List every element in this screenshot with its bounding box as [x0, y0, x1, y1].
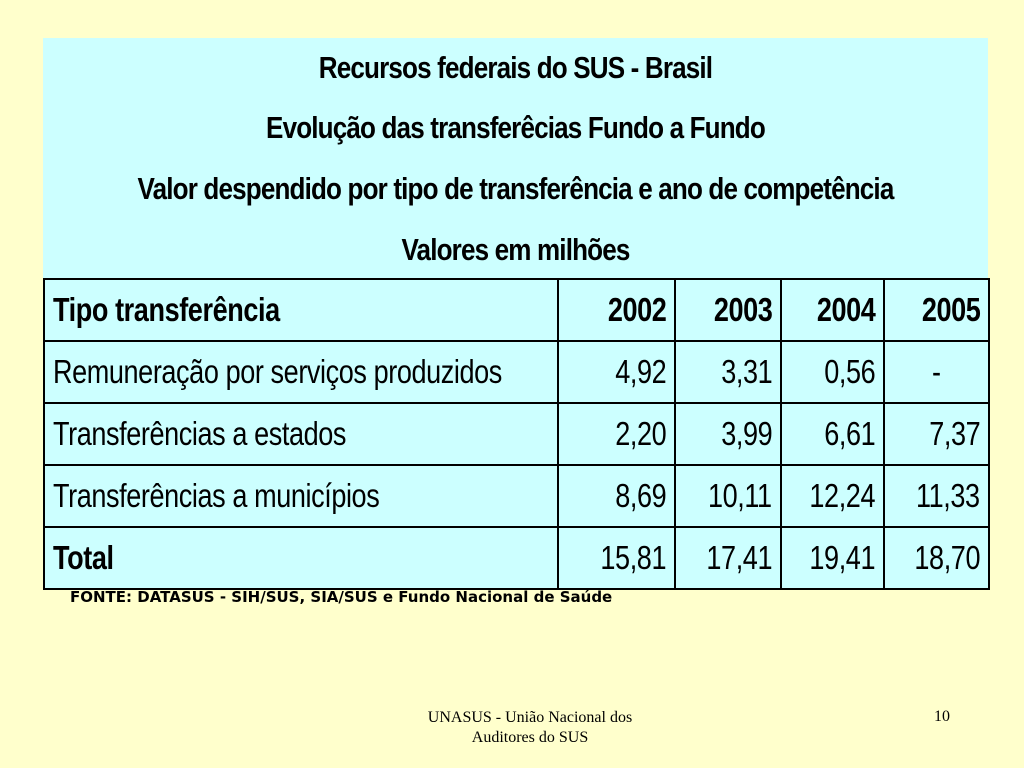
- value: 10,11: [708, 477, 772, 514]
- total-value-cell: 18,70: [883, 526, 990, 590]
- value-cell: -: [883, 340, 990, 404]
- value: 3,99: [720, 415, 772, 452]
- title-line-3: Valor despendido por tipo de transferênc…: [137, 171, 895, 206]
- value: 0,56: [823, 353, 875, 390]
- header-year: 2003: [713, 291, 772, 328]
- header-year-cell: 2005: [883, 278, 990, 342]
- total-value-cell: 15,81: [557, 526, 676, 590]
- header-year: 2005: [921, 291, 980, 328]
- total-value-cell: 19,41: [780, 526, 885, 590]
- value-cell: 11,33: [883, 464, 990, 528]
- row-label-cell: Transferências a estados: [43, 402, 559, 466]
- table-row: Transferências a municípios 8,69 10,11 1…: [43, 464, 990, 528]
- row-label-cell: Transferências a municípios: [43, 464, 559, 528]
- row-label: Remuneração por serviços produzidos: [53, 353, 502, 390]
- value-cell: 4,92: [557, 340, 676, 404]
- total-value: 17,41: [706, 539, 772, 576]
- row-label: Transferências a municípios: [53, 477, 380, 514]
- header-year: 2004: [816, 291, 875, 328]
- value-cell: 3,31: [674, 340, 782, 404]
- value-cell: 8,69: [557, 464, 676, 528]
- table-total-row: Total 15,81 17,41 19,41 18,70: [43, 526, 990, 590]
- value-cell: 12,24: [780, 464, 885, 528]
- value-cell: 10,11: [674, 464, 782, 528]
- source-note: FONTE: DATASUS - SIH/SUS, SIA/SUS e Fund…: [70, 588, 613, 606]
- total-value: 18,70: [914, 539, 980, 576]
- footer-organization: UNASUS - União Nacional dos Auditores do…: [380, 708, 680, 748]
- footer-line-2: Auditores do SUS: [471, 729, 589, 746]
- value-cell: 7,37: [883, 402, 990, 466]
- total-value: 19,41: [809, 539, 875, 576]
- table-row: Transferências a estados 2,20 3,99 6,61 …: [43, 402, 990, 466]
- value: 4,92: [614, 353, 666, 390]
- header-label-cell: Tipo transferência: [43, 278, 559, 342]
- value: 11,33: [916, 477, 980, 514]
- value: 8,69: [614, 477, 666, 514]
- value: 12,24: [809, 477, 875, 514]
- header-year-cell: 2004: [780, 278, 885, 342]
- value-cell: 2,20: [557, 402, 676, 466]
- footer-line-1: UNASUS - União Nacional dos: [427, 709, 633, 726]
- total-label-cell: Total: [43, 526, 559, 590]
- value: 7,37: [928, 415, 980, 452]
- transfer-table: Tipo transferência 2002 2003 2004 2005 R…: [43, 278, 990, 590]
- value-cell: 0,56: [780, 340, 885, 404]
- title-line-2: Evolução das transferêcias Fundo a Fundo: [266, 110, 766, 145]
- header-year-cell: 2002: [557, 278, 676, 342]
- value: -: [932, 353, 941, 390]
- header-year: 2002: [607, 291, 666, 328]
- table-header-row: Tipo transferência 2002 2003 2004 2005: [43, 278, 990, 342]
- total-value: 15,81: [600, 539, 666, 576]
- row-label-cell: Remuneração por serviços produzidos: [43, 340, 559, 404]
- value: 6,61: [823, 415, 875, 452]
- row-label: Transferências a estados: [53, 415, 346, 452]
- total-label: Total: [53, 539, 114, 576]
- value: 2,20: [614, 415, 666, 452]
- value-cell: 6,61: [780, 402, 885, 466]
- slide-title: Recursos federais do SUS - Brasil Evoluç…: [43, 38, 988, 278]
- title-line-1: Recursos federais do SUS - Brasil: [318, 50, 713, 85]
- value: 3,31: [720, 353, 772, 390]
- value-cell: 3,99: [674, 402, 782, 466]
- table-row: Remuneração por serviços produzidos 4,92…: [43, 340, 990, 404]
- total-value-cell: 17,41: [674, 526, 782, 590]
- header-label: Tipo transferência: [53, 291, 280, 328]
- header-year-cell: 2003: [674, 278, 782, 342]
- page-number: 10: [934, 708, 950, 725]
- title-line-4: Valores em milhões: [401, 232, 630, 267]
